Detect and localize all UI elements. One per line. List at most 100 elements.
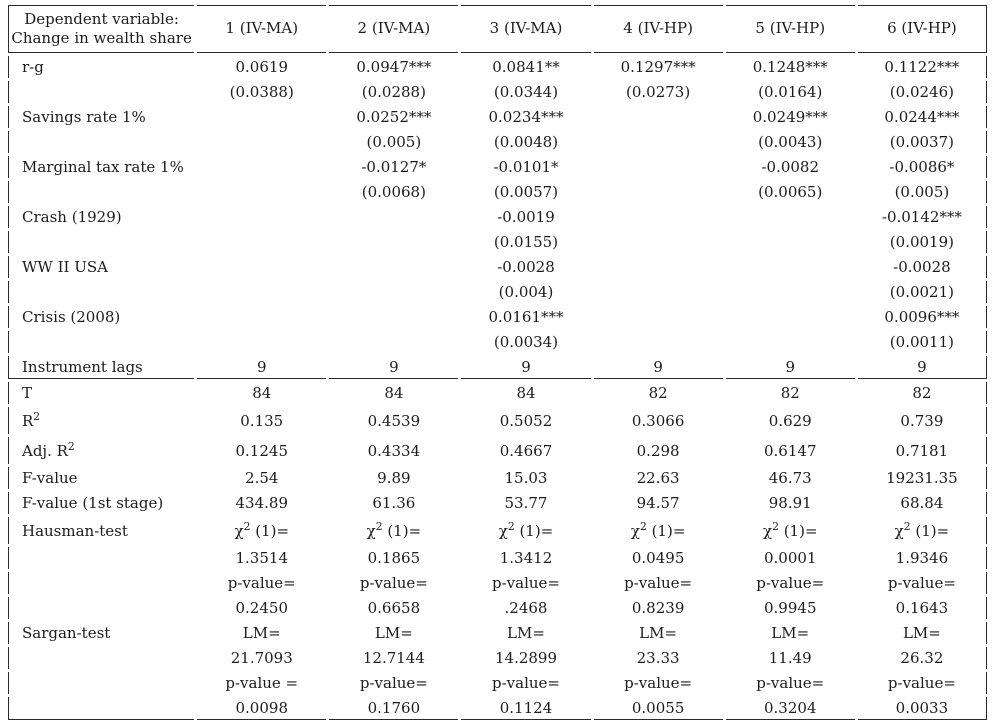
column-header-1: 1 (IV-MA) [197,5,327,53]
value-cell: 0.0234*** [488,108,564,126]
table-row: R2 0.135 0.4539 0.5052 0.3066 0.629 0.739 [8,407,987,434]
value-cell: (0.0019) [858,231,987,253]
row-label [8,547,194,569]
table-row: (0.005) (0.0048) (0.0043) (0.0037) [8,131,987,153]
value-cell: 14.2899 [494,649,558,667]
value-cell: p-value= [227,574,296,592]
header-row: Dependent variable: Change in wealth sha… [8,5,987,53]
value-cell: χ2 (1)= [498,519,554,540]
value-cell: 0.0619 [235,58,289,76]
value-cell [726,206,855,228]
value-cell [726,306,855,328]
value-cell: 0.0495 [631,549,685,567]
value-cell: 1.3412 [499,549,553,567]
value-cell: p-value= [756,574,825,592]
row-label: Crisis (2008) [8,306,194,328]
value-cell: -0.0028 [858,256,987,278]
value-cell [329,331,458,353]
value-cell: 0.1122*** [858,56,987,78]
row-label [8,131,194,153]
value-cell: (0.0034) [493,333,559,351]
value-cell: p-value= [624,674,693,692]
row-label: Marginal tax rate 1% [8,156,194,178]
row-label: Sargan-test [8,622,194,644]
value-cell: LM= [242,624,281,642]
value-cell: 68.84 [858,492,987,514]
value-cell: (0.0065) [758,183,823,201]
value-cell: (0.0164) [758,83,823,101]
value-cell: 9 [857,356,987,379]
table-row: Hausman-test χ2 (1)= χ2 (1)= χ2 (1)= χ2 (1)=… [8,517,987,544]
value-cell: 0.4334 [367,441,421,460]
value-cell: p-value= [756,674,825,692]
value-cell: -0.0086* [858,156,987,178]
value-cell: 0.6658 [367,599,421,617]
row-label [8,231,194,253]
value-cell: p-value= [858,672,987,694]
value-cell [329,306,458,328]
table-row: 0.2450 0.6658 .2468 0.8239 0.9945 0.1643 [8,597,987,619]
value-cell: (0.0068) [361,183,426,201]
column-header-3: 3 (IV-MA) [461,5,591,53]
value-cell: 9 [461,356,591,379]
value-cell: .2468 [504,599,548,617]
value-cell: 11.49 [768,649,812,667]
value-cell: 0.0098 [197,697,327,720]
value-cell: LM= [374,624,413,642]
value-cell: 9 [593,356,723,379]
value-cell: -0.0028 [497,258,555,276]
row-label: WW II USA [8,256,194,278]
value-cell [726,331,855,353]
value-cell: (0.0011) [858,331,987,353]
value-cell: 0.739 [858,407,987,434]
value-cell: 84 [252,384,272,402]
table-row: r-g 0.0619 0.0947*** 0.0841** 0.1297*** 0.124… [8,56,987,78]
column-header-2: 2 (IV-MA) [329,5,459,53]
table-row: 21.7093 12.7144 14.2899 23.33 11.49 26.32 [8,647,987,669]
value-cell [594,256,723,278]
row-label: Hausman-test [8,517,194,544]
row-label [8,697,195,720]
value-cell: 0.0249*** [752,108,828,126]
value-cell: 0.0244*** [858,106,987,128]
value-cell: 21.7093 [230,649,293,667]
dependent-variable-line2: Change in wealth share [11,29,192,47]
value-cell: 1.3514 [235,549,289,567]
value-cell [329,206,458,228]
table-row: 1.3514 0.1865 1.3412 0.0495 0.0001 1.9346 [8,547,987,569]
value-cell: χ2 (1)= [762,519,818,540]
table-row: (0.0388) (0.0288) (0.0344) (0.0273) (0.0164)… [8,81,987,103]
value-cell: (0.004) [498,283,554,301]
value-cell: 0.1245 [235,441,289,460]
value-cell [594,131,723,153]
value-cell: (0.0273) [626,83,691,101]
value-cell: 0.0252*** [356,108,432,126]
value-cell [594,156,723,178]
value-cell: χ2 (1)= [234,519,290,540]
value-cell: 0.1124 [461,697,591,720]
value-cell: (0.0388) [229,83,294,101]
table-row: Crash (1929) -0.0019 -0.0142*** [8,206,987,228]
value-cell: 82 [648,384,668,402]
dependent-variable-line1: Dependent variable: [24,9,179,28]
value-cell [197,231,326,253]
value-cell: 0.4539 [367,411,421,430]
value-cell: 15.03 [504,469,548,487]
value-cell [197,256,326,278]
table-row: p-value = p-value= p-value= p-value= p-value… [8,672,987,694]
row-label [8,572,194,594]
value-cell: 0.5052 [499,411,553,430]
value-cell: 19231.35 [858,467,987,489]
row-label: R2 [8,407,194,434]
value-cell: 0.8239 [631,599,685,617]
value-cell [197,281,326,303]
value-cell [594,106,723,128]
value-cell: 9 [725,356,855,379]
value-cell: 0.9945 [764,599,817,617]
table-row: Marginal tax rate 1% -0.0127* -0.0101* -0.0… [8,156,987,178]
value-cell [197,106,326,128]
table-row: (0.0068) (0.0057) (0.0065) (0.005) [8,181,987,203]
value-cell: (0.005) [858,181,987,203]
value-cell: 1.9346 [858,547,987,569]
